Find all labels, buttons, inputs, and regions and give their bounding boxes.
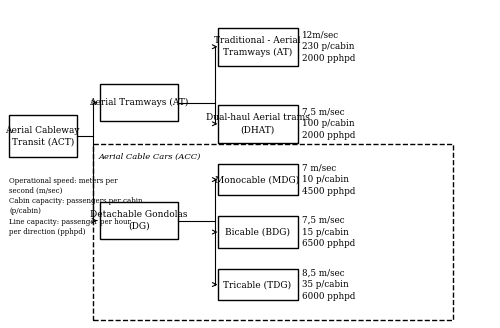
FancyBboxPatch shape	[218, 269, 298, 300]
FancyBboxPatch shape	[100, 202, 178, 239]
Text: Traditional - Aerial
Tramways (AT): Traditional - Aerial Tramways (AT)	[214, 36, 301, 57]
FancyBboxPatch shape	[100, 84, 178, 121]
Text: Aerial Tramways (AT): Aerial Tramways (AT)	[89, 98, 188, 107]
Text: Aerial Cable Cars (ACC): Aerial Cable Cars (ACC)	[98, 153, 201, 160]
Text: Bicable (BDG): Bicable (BDG)	[225, 228, 290, 236]
Text: 7,5 m/sec
15 p/cabin
6500 pphpd: 7,5 m/sec 15 p/cabin 6500 pphpd	[302, 216, 355, 248]
Text: Dual-haul Aerial trams
(DHAT): Dual-haul Aerial trams (DHAT)	[206, 113, 310, 134]
Text: 12m/sec
230 p/cabin
2000 pphpd: 12m/sec 230 p/cabin 2000 pphpd	[302, 31, 355, 63]
FancyBboxPatch shape	[218, 164, 298, 195]
FancyBboxPatch shape	[92, 144, 452, 320]
FancyBboxPatch shape	[218, 216, 298, 248]
FancyBboxPatch shape	[218, 28, 298, 66]
Text: 7,5 m/sec
100 p/cabin
2000 pphpd: 7,5 m/sec 100 p/cabin 2000 pphpd	[302, 108, 355, 140]
Text: Monocable (MDG): Monocable (MDG)	[216, 175, 300, 184]
Text: Tricable (TDG): Tricable (TDG)	[224, 280, 292, 289]
Text: 8,5 m/sec
35 p/cabin
6000 pphpd: 8,5 m/sec 35 p/cabin 6000 pphpd	[302, 268, 355, 301]
FancyBboxPatch shape	[9, 115, 76, 157]
Text: 7 m/sec
10 p/cabin
4500 pphpd: 7 m/sec 10 p/cabin 4500 pphpd	[302, 163, 355, 196]
FancyBboxPatch shape	[218, 105, 298, 143]
Text: Detachable Gondolas
(DG): Detachable Gondolas (DG)	[90, 210, 188, 231]
Text: Operational speed: meters per
second (m/sec)
Cabin capacity: passengers per cabi: Operational speed: meters per second (m/…	[9, 177, 142, 236]
Text: Aerial Cableway
Transit (ACT): Aerial Cableway Transit (ACT)	[6, 126, 80, 147]
